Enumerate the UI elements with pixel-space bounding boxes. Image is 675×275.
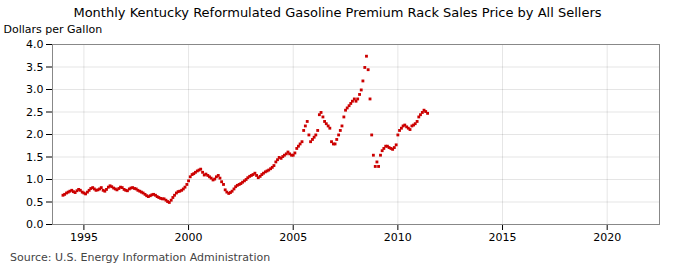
svg-text:1995: 1995 xyxy=(70,231,98,244)
html-text:Monthly Kentucky Reformulated: Monthly Kentucky Reformulated Gasoline P… xyxy=(73,5,602,20)
svg-text:3.5: 3.5 xyxy=(26,61,44,74)
html-text:Source: U.S. Energy Informatio: Source: U.S. Energy Information Administ… xyxy=(10,251,271,264)
svg-text:2.0: 2.0 xyxy=(26,128,44,141)
svg-text:2.5: 2.5 xyxy=(26,106,44,119)
svg-text:0.0: 0.0 xyxy=(26,218,44,231)
svg-text:2005: 2005 xyxy=(279,231,307,244)
svg-text:2010: 2010 xyxy=(384,231,412,244)
svg-text:1.5: 1.5 xyxy=(26,151,44,164)
svg-text:2000: 2000 xyxy=(175,231,203,244)
svg-text:2020: 2020 xyxy=(593,231,621,244)
svg-text:3.0: 3.0 xyxy=(26,83,44,96)
svg-text:Dollars per Gallon: Dollars per Gallon xyxy=(4,23,103,36)
svg-text:0.5: 0.5 xyxy=(26,196,44,209)
svg-text:2015: 2015 xyxy=(489,231,517,244)
svg-text:4.0: 4.0 xyxy=(26,38,44,51)
svg-text:1.0: 1.0 xyxy=(26,173,44,186)
